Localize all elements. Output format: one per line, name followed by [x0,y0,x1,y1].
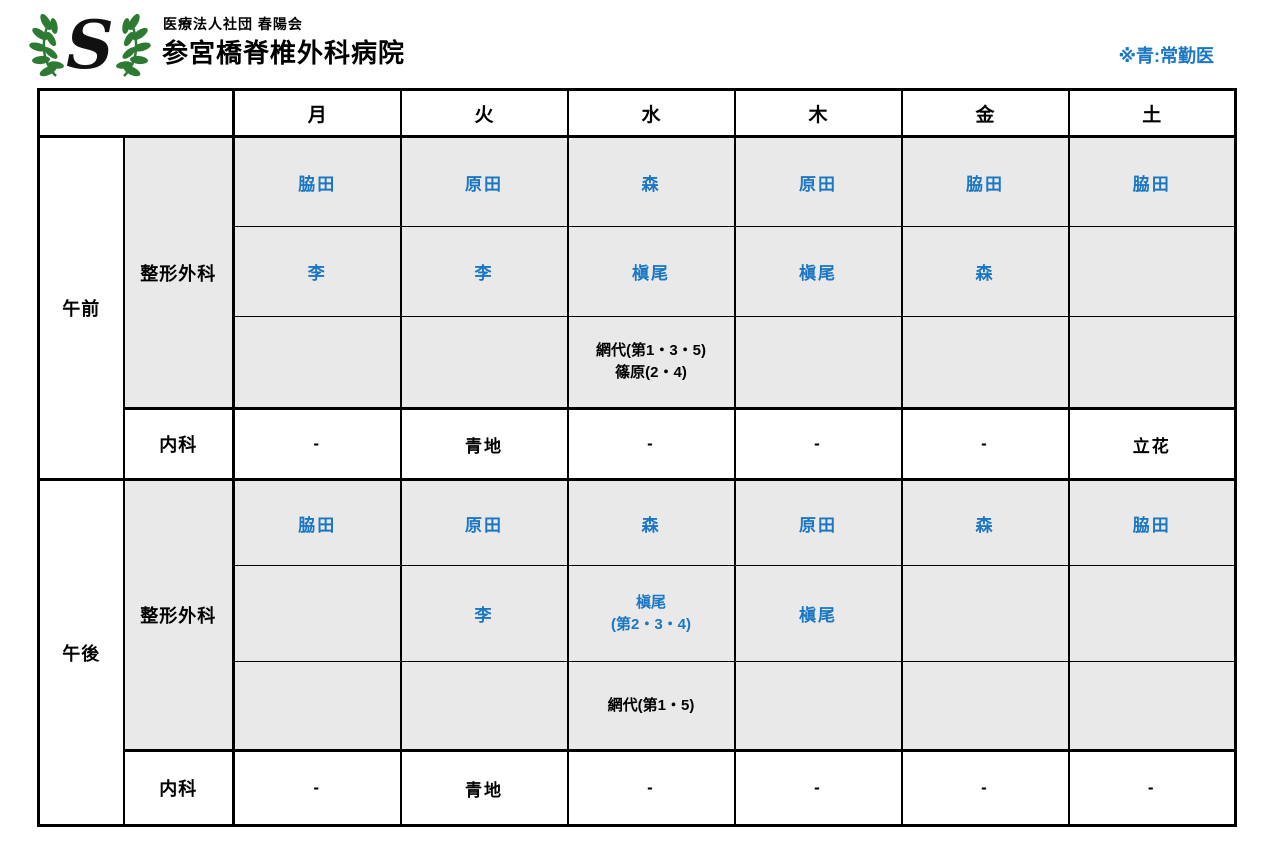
am-r1-mon: 脇田 [232,135,401,227]
period-cell-pm: 午後 [38,478,125,826]
am-ortho-row-2: 李 李 槇尾 槇尾 森 [39,226,1236,317]
dept-cell-pm-naika: 内科 [123,749,235,826]
corner-cell [38,89,235,138]
pm-r3-tue [399,661,568,751]
am-r1-thu: 原田 [733,135,902,227]
am-r1-tue: 原田 [399,135,568,227]
am-naika-wed: - [566,407,735,480]
am-ortho-row-1: 午前 整形外科 脇田 原田 森 原田 脇田 脇田 [38,135,1236,480]
pm-r3-mon [232,661,401,751]
pm-r1-sat: 脇田 [1067,478,1236,566]
pm-ortho-row-3: 網代(第1・5) [39,661,1236,751]
day-header-fri: 金 [900,89,1069,138]
pm-naika-fri: - [900,749,1069,826]
am-r3-mon [232,316,401,409]
am-naika-fri: - [900,407,1069,480]
pm-r2-mon [232,565,401,662]
pm-r1-wed: 森 [566,478,735,566]
am-ortho-row-3: 網代(第1・3・5) 篠原(2・4) [39,316,1236,409]
organization-name: 医療法人社団 春陽会 [163,16,303,32]
am-r2-mon: 李 [232,226,401,317]
doctor-schedule-table: 月 火 水 木 金 土 午前 整形外科 脇田 原田 森 原田 脇田 脇田 李 李… [37,88,1237,827]
pm-r3-wed: 網代(第1・5) [566,661,735,751]
dept-cell-am-naika: 内科 [123,407,235,480]
pm-r1-thu: 原田 [733,478,902,566]
am-naika-row: 内科 - 青地 - - - 立花 [39,407,1236,480]
pm-r2-fri [900,565,1069,662]
laurel-s-logo-icon: S [29,6,151,84]
am-r3-wed: 網代(第1・3・5) 篠原(2・4) [566,316,735,409]
legend-note: ※青:常勤医 [1118,46,1215,66]
pm-ortho-row-2: 李 槇尾 (第2・3・4) 槇尾 [39,565,1236,662]
day-header-row: 月 火 水 木 金 土 [38,89,1236,138]
pm-r3-fri [900,661,1069,751]
day-header-sat: 土 [1067,89,1236,138]
day-header-tue: 火 [399,89,568,138]
pm-ortho-row-1: 午後 整形外科 脇田 原田 森 原田 森 脇田 [38,478,1236,826]
am-r2-fri: 森 [900,226,1069,317]
pm-r3-sat [1067,661,1236,751]
pm-r3-thu [733,661,902,751]
hospital-name: 参宮橋脊椎外科病院 [162,38,406,68]
dept-cell-am-ortho: 整形外科 [123,135,235,409]
pm-r1-mon: 脇田 [232,478,401,566]
am-r2-wed: 槇尾 [566,226,735,317]
hospital-logo: S [26,6,154,84]
am-r2-thu: 槇尾 [733,226,902,317]
pm-r2-tue: 李 [399,565,568,662]
day-header-mon: 月 [232,89,401,138]
am-naika-sat: 立花 [1067,407,1236,480]
am-naika-mon: - [232,407,401,480]
pm-r2-thu: 槇尾 [733,565,902,662]
day-header-thu: 木 [733,89,902,138]
am-r3-sat [1067,316,1236,409]
am-r1-fri: 脇田 [900,135,1069,227]
am-r3-thu [733,316,902,409]
pm-r1-fri: 森 [900,478,1069,566]
am-naika-thu: - [733,407,902,480]
pm-naika-tue: 青地 [399,749,568,826]
pm-naika-sat: - [1067,749,1236,826]
pm-r1-tue: 原田 [399,478,568,566]
pm-naika-row: 内科 - 青地 - - - - [39,749,1236,826]
am-r3-fri [900,316,1069,409]
period-cell-am: 午前 [38,135,125,480]
pm-naika-thu: - [733,749,902,826]
am-r1-sat: 脇田 [1067,135,1236,227]
logo-letter-s: S [66,6,114,82]
am-r3-tue [399,316,568,409]
am-naika-tue: 青地 [399,407,568,480]
am-r2-tue: 李 [399,226,568,317]
pm-r2-wed: 槇尾 (第2・3・4) [566,565,735,662]
pm-r2-sat [1067,565,1236,662]
dept-cell-pm-ortho: 整形外科 [123,478,235,751]
am-r2-sat [1067,226,1236,317]
day-header-wed: 水 [566,89,735,138]
pm-naika-wed: - [566,749,735,826]
pm-naika-mon: - [232,749,401,826]
am-r1-wed: 森 [566,135,735,227]
